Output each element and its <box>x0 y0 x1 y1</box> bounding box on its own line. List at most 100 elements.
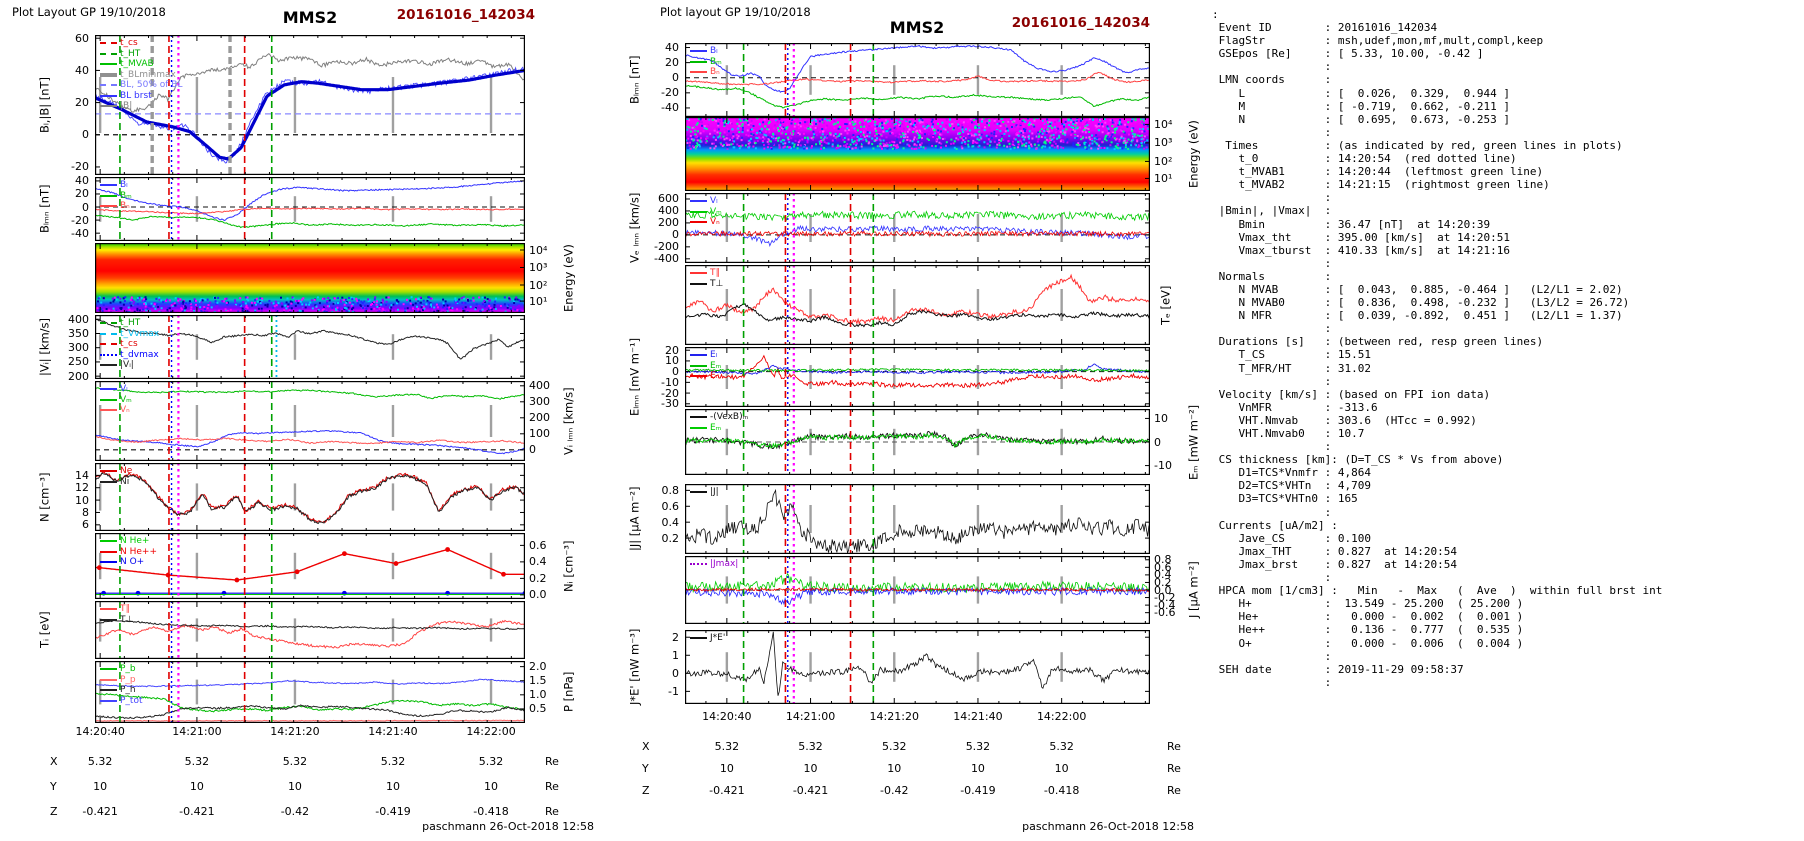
legend-line-sample <box>100 63 117 66</box>
legend-line-sample <box>690 71 707 74</box>
y-axis-label: J*E' [nW m⁻³] <box>627 628 642 706</box>
legend-label: Eₙ <box>710 371 720 381</box>
plot-legend: N He+ N He++ N O+ <box>100 536 157 568</box>
y-tick-label-right: 0.0 <box>529 588 547 602</box>
y-tick-label: 10 <box>75 493 89 507</box>
y-axis-label-right: P [nPa] <box>561 671 576 713</box>
legend-entry: T∥ <box>690 268 723 279</box>
middle-subplot-B_LMN <box>685 43 1150 117</box>
legend-line-sample <box>100 540 117 543</box>
y-axis-label-right: J [µA m⁻²] <box>1186 561 1201 619</box>
legend-entry: BL, 50% of BL <box>100 80 183 91</box>
legend-line-sample <box>100 561 117 564</box>
time-tick-label: 14:21:20 <box>869 710 919 723</box>
middle-subplot-E_LMN <box>685 347 1150 407</box>
y-tick-label: 60 <box>75 31 89 45</box>
left-subplot-Vi_LMN <box>95 381 525 461</box>
legend-entry: Bₗ <box>100 180 132 191</box>
legend-line-sample <box>100 668 117 671</box>
ephemeris-unit: Re <box>1167 784 1181 797</box>
legend-label: |Jmax| <box>710 559 739 569</box>
ephemeris-value: -0.421 <box>709 784 745 797</box>
plot-legend: P_b P_p P_h P_tot <box>100 664 143 706</box>
legend-entry: N He+ <box>100 536 157 547</box>
y-tick-label-right: 200 <box>529 411 550 425</box>
ephemeris-unit: Re <box>545 780 559 793</box>
legend-label: BL, 50% of BL <box>120 80 183 90</box>
y-tick-label-right: 0.5 <box>529 702 547 716</box>
y-tick-label-right: 0.2 <box>1154 575 1172 589</box>
time-tick-label: 14:21:00 <box>785 710 836 723</box>
y-tick-label: -20 <box>661 386 679 400</box>
legend-entry: t_cs <box>100 339 159 350</box>
y-tick-label: -10 <box>661 375 679 389</box>
y-tick-label: 40 <box>665 41 679 55</box>
left-subplot-Ti <box>95 601 525 659</box>
y-tick-label: -40 <box>661 101 679 115</box>
y-axis-label-right: Vᵢ ₗₘₙ [km/s] <box>561 387 576 455</box>
ephemeris-value: 5.32 <box>882 740 907 753</box>
legend-entry: -(VexB)ₘ <box>690 412 748 423</box>
legend-entry: Eₘ <box>690 361 721 372</box>
legend-line-sample <box>690 282 707 285</box>
plot-legend: T∥ T⊥ <box>100 604 133 625</box>
y-tick-label-right: 10⁴ <box>1154 117 1173 131</box>
legend-label: Eₗ <box>710 350 718 360</box>
y-axis-label-right: Energy (eV) <box>561 244 576 312</box>
y-tick-label: -200 <box>654 240 679 254</box>
legend-label: BL brst <box>120 90 152 101</box>
plot-legend: Bₗ Bₘ Bₙ <box>100 180 132 212</box>
legend-entry: P_p <box>100 675 143 686</box>
ephemeris-value: 10 <box>1054 762 1069 775</box>
legend-label: P_tot <box>120 695 143 706</box>
legend-label: t_BLminmax <box>120 69 176 80</box>
y-tick-label: 20 <box>665 56 679 70</box>
y-axis-label-right: Eₘ [mW m⁻²] <box>1186 404 1201 480</box>
y-tick-label-right: 2.0 <box>529 660 547 674</box>
legend-line-sample <box>100 678 117 681</box>
ephemeris-value: 10 <box>803 762 818 775</box>
legend-entry: Vₗ <box>100 384 132 395</box>
y-tick-label-right: 10² <box>1154 154 1173 168</box>
ephemeris-row-label: Z <box>642 784 650 797</box>
left-spacecraft-title: MMS2 <box>282 8 338 27</box>
y-axis-label: Bₗₘₙ [nT] <box>627 55 642 105</box>
y-tick-label: 250 <box>68 355 89 369</box>
legend-entry: Vₙ <box>690 217 722 228</box>
legend-entry: Eₘ <box>690 423 748 434</box>
ephemeris-value: 10 <box>93 780 108 793</box>
legend-entry: t_Vvmax <box>100 329 159 340</box>
legend-line-sample <box>100 322 117 325</box>
ephemeris-value: 5.32 <box>87 755 113 768</box>
y-tick-label: 0.8 <box>661 483 680 497</box>
y-tick-label: 20 <box>665 343 679 357</box>
legend-label: t_cs <box>120 339 138 349</box>
y-tick-label: 0 <box>672 365 679 379</box>
y-tick-label-right: 0.6 <box>1154 560 1172 574</box>
left-footer: paschmann 26-Oct-2018 12:58 <box>422 820 594 833</box>
legend-entry: P_b <box>100 664 143 675</box>
ephemeris-value: 5.32 <box>714 740 740 753</box>
plot-legend: Vₗ Vₘ Vₙ <box>690 196 722 228</box>
legend-label: J*E' <box>710 633 726 643</box>
ephemeris-value: 5.32 <box>380 755 406 768</box>
legend-label: Vₘ <box>120 394 132 405</box>
time-tick-label: 14:22:00 <box>1036 710 1087 723</box>
y-tick-label: 0 <box>82 128 89 142</box>
legend-line-sample <box>100 94 117 97</box>
time-tick-label: 14:21:40 <box>953 710 1003 723</box>
legend-line-sample <box>100 194 117 197</box>
legend-line-sample <box>100 205 117 208</box>
legend-label: t_HT <box>120 48 141 59</box>
legend-line-sample <box>100 42 117 45</box>
y-tick-label: -30 <box>661 397 679 411</box>
middle-subplot-JdotE <box>685 630 1150 704</box>
legend-entry: Bₘ <box>100 191 132 202</box>
legend-entry: Ni <box>100 477 132 488</box>
ephemeris-unit: Re <box>1167 762 1181 775</box>
legend-entry: Bₗ <box>690 46 722 57</box>
legend-line-sample <box>100 364 117 367</box>
legend-line-sample <box>100 353 117 356</box>
legend-entry: Vₘ <box>100 395 132 406</box>
plot-legend: J*E' <box>690 633 725 644</box>
